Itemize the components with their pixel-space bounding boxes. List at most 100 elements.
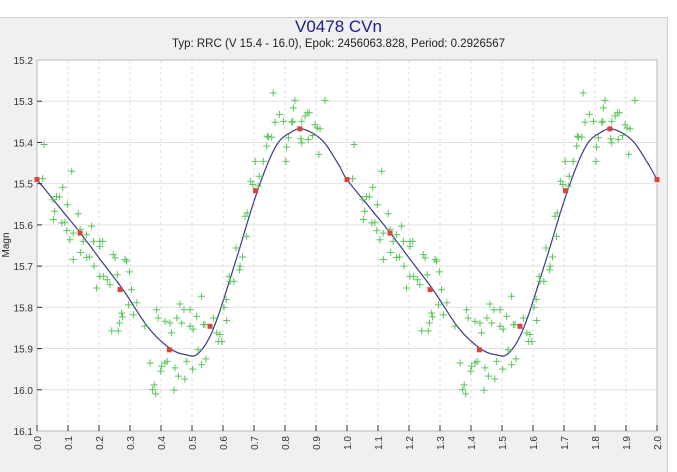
observation-point [114, 327, 122, 335]
observation-point [526, 331, 534, 339]
observation-point [283, 143, 291, 151]
observation-point [49, 196, 57, 204]
observation-point [491, 375, 499, 383]
observation-point [83, 231, 91, 239]
observation-point [542, 244, 550, 252]
observation-point [369, 183, 377, 191]
observation-point [297, 135, 305, 143]
observation-point [289, 104, 297, 112]
observation-point [545, 266, 553, 274]
observation-point [553, 209, 561, 217]
observation-point [615, 109, 623, 117]
observation-point [291, 96, 299, 104]
observation-point [254, 182, 262, 190]
observation-point [255, 172, 263, 180]
y-tick-label: 15.8 [14, 303, 34, 314]
x-tick-label: 0.9 [312, 436, 323, 450]
observation-point [304, 136, 312, 144]
observation-point [395, 253, 403, 261]
observation-point [561, 157, 569, 165]
observation-point [378, 167, 386, 175]
observation-point [619, 131, 627, 139]
chart-subtitle: Typ: RRC (V 15.4 - 16.0), Epok: 2456063.… [171, 38, 506, 50]
observation-point [519, 314, 527, 322]
observation-point [400, 262, 408, 270]
observation-point [118, 309, 126, 317]
observation-point [181, 375, 189, 383]
observation-point [85, 253, 93, 261]
observation-point [499, 365, 507, 373]
observation-point [376, 236, 384, 244]
observation-point [161, 317, 169, 325]
observation-point [298, 139, 306, 147]
observation-point [284, 134, 292, 142]
x-tick-label: 0.8 [281, 436, 292, 450]
y-tick-label: 15.4 [14, 138, 34, 149]
observation-point [581, 118, 589, 126]
observation-point [269, 89, 277, 97]
observation-point [559, 180, 567, 188]
observation-point [166, 319, 174, 327]
observation-point [103, 276, 111, 284]
observation-point [225, 272, 233, 280]
observation-point [373, 201, 381, 209]
observation-point [598, 118, 606, 126]
observation-point [379, 229, 387, 237]
observation-point [106, 281, 114, 289]
observation-point [168, 329, 176, 337]
y-tick-label: 15.5 [14, 180, 34, 191]
observation-point [263, 142, 271, 150]
observation-point [232, 244, 240, 252]
observation-point [484, 372, 492, 380]
observation-point [305, 109, 313, 117]
observation-point [218, 338, 226, 346]
observation-point [178, 319, 186, 327]
observation-point [202, 355, 210, 363]
observation-point [108, 327, 116, 335]
observation-point [546, 262, 554, 270]
observation-point [263, 132, 271, 140]
observation-point [150, 381, 158, 389]
observation-point [592, 157, 600, 165]
observation-point [213, 329, 221, 337]
observation-point [523, 329, 531, 337]
observation-point [288, 118, 296, 126]
observation-point [409, 272, 417, 280]
observation-point [69, 229, 77, 237]
observation-point [481, 364, 489, 372]
observation-point [223, 317, 231, 325]
observation-point [74, 210, 82, 218]
observation-point [119, 313, 127, 321]
observation-point [626, 125, 634, 133]
y-tick-label: 15.7 [14, 262, 34, 273]
observation-point [467, 367, 475, 375]
observation-point [349, 175, 357, 183]
observation-point [593, 143, 601, 151]
observation-point [511, 321, 519, 329]
x-tick-label: 0.0 [33, 436, 44, 450]
observation-point [216, 331, 224, 339]
observation-point [496, 306, 504, 314]
observation-point [243, 232, 251, 240]
observation-point [189, 325, 197, 333]
observation-point [124, 301, 132, 309]
x-tick-label: 1.2 [405, 436, 416, 450]
observation-point [468, 362, 476, 370]
observation-point [146, 359, 154, 367]
observation-point [459, 386, 467, 394]
observation-point [601, 96, 609, 104]
y-tick-label: 15.6 [14, 221, 34, 232]
x-tick-label: 1.1 [374, 436, 385, 450]
observation-point [464, 314, 472, 322]
observation-point [173, 314, 181, 322]
observation-point [398, 222, 406, 230]
observation-point [424, 327, 432, 335]
observation-point [49, 216, 57, 224]
observation-point [387, 249, 395, 257]
observation-point [399, 237, 407, 245]
observation-point [96, 242, 104, 250]
observation-point [133, 299, 141, 307]
observation-point [129, 311, 137, 319]
observation-point [416, 281, 424, 289]
observation-point [478, 329, 486, 337]
